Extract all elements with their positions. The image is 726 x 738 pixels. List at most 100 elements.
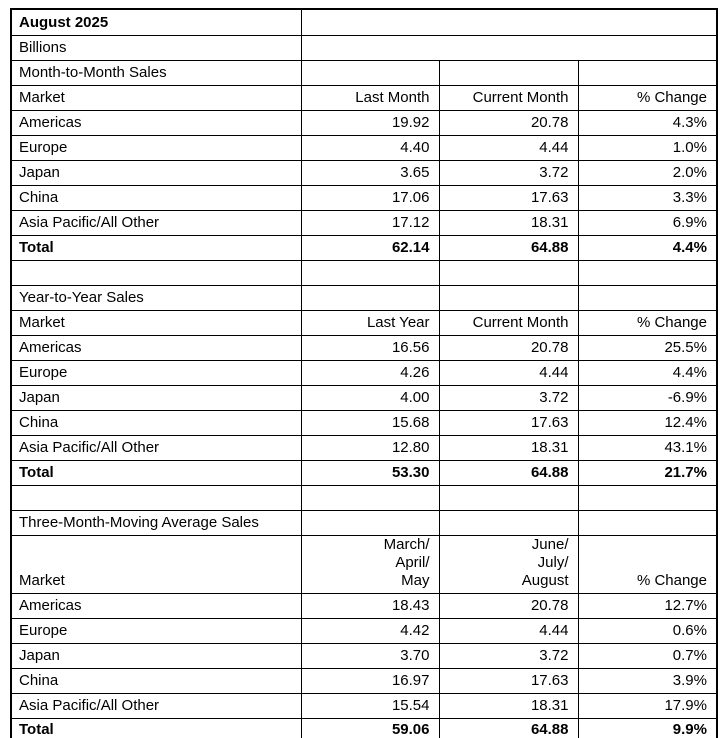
data-row: China 15.68 17.63 12.4% xyxy=(10,409,718,436)
cell-value-2: 18.31 xyxy=(438,434,579,461)
title-row: August 2025 xyxy=(10,8,718,36)
empty-cell xyxy=(10,259,302,286)
cell-value-1: 16.56 xyxy=(300,334,440,361)
units-label: Billions xyxy=(10,34,302,61)
col-header-period1: Last Year xyxy=(300,309,440,336)
cell-value-1: 3.70 xyxy=(300,642,440,669)
cell-pct-change: 12.7% xyxy=(577,592,718,619)
cell-market: Americas xyxy=(10,592,302,619)
data-row: China 16.97 17.63 3.9% xyxy=(10,667,718,694)
cell-value-2: 20.78 xyxy=(438,334,579,361)
cell-value-1: 4.40 xyxy=(300,134,440,161)
cell-market: Europe xyxy=(10,617,302,644)
column-header-row: Market Last Year Current Month % Change xyxy=(10,309,718,336)
cell-pct-change: 3.3% xyxy=(577,184,718,211)
cell-total-value-1: 53.30 xyxy=(300,459,440,486)
cell-value-1: 15.54 xyxy=(300,692,440,719)
col-header-pct-change: % Change xyxy=(577,309,718,336)
data-row: Asia Pacific/All Other 12.80 18.31 43.1% xyxy=(10,434,718,461)
cell-pct-change: 1.0% xyxy=(577,134,718,161)
empty-cell xyxy=(577,484,718,511)
spacer-row xyxy=(10,259,718,286)
data-row: Americas 16.56 20.78 25.5% xyxy=(10,334,718,361)
empty-cell xyxy=(438,259,579,286)
data-row: Japan 4.00 3.72 -6.9% xyxy=(10,384,718,411)
cell-value-1: 17.06 xyxy=(300,184,440,211)
data-row: Japan 3.70 3.72 0.7% xyxy=(10,642,718,669)
col-header-period1: Last Month xyxy=(300,84,440,111)
cell-pct-change: 0.6% xyxy=(577,617,718,644)
empty-cell xyxy=(10,484,302,511)
cell-market: Europe xyxy=(10,359,302,386)
empty-cell xyxy=(577,59,718,86)
col-header-market: Market xyxy=(10,534,302,594)
total-row: Total 59.06 64.88 9.9% xyxy=(10,717,718,738)
cell-value-1: 16.97 xyxy=(300,667,440,694)
data-row: China 17.06 17.63 3.3% xyxy=(10,184,718,211)
total-row: Total 62.14 64.88 4.4% xyxy=(10,234,718,261)
data-row: Asia Pacific/All Other 17.12 18.31 6.9% xyxy=(10,209,718,236)
cell-pct-change: 25.5% xyxy=(577,334,718,361)
cell-pct-change: 17.9% xyxy=(577,692,718,719)
data-row: Europe 4.26 4.44 4.4% xyxy=(10,359,718,386)
empty-cell xyxy=(438,509,579,536)
data-row: Europe 4.40 4.44 1.0% xyxy=(10,134,718,161)
units-row: Billions xyxy=(10,34,718,61)
section-title-row: Month-to-Month Sales xyxy=(10,59,718,86)
cell-market: China xyxy=(10,667,302,694)
cell-market: Americas xyxy=(10,109,302,136)
cell-value-2: 17.63 xyxy=(438,409,579,436)
cell-market: Americas xyxy=(10,334,302,361)
cell-value-2: 20.78 xyxy=(438,592,579,619)
empty-cell xyxy=(300,8,718,36)
report-title: August 2025 xyxy=(10,8,302,36)
cell-value-2: 3.72 xyxy=(438,159,579,186)
cell-total-value-2: 64.88 xyxy=(438,717,579,738)
cell-value-2: 18.31 xyxy=(438,692,579,719)
sales-report-table: August 2025 Billions Month-to-Month Sale… xyxy=(10,8,718,738)
cell-value-2: 18.31 xyxy=(438,209,579,236)
col-header-pct-change: % Change xyxy=(577,84,718,111)
cell-total-label: Total xyxy=(10,234,302,261)
cell-value-1: 4.26 xyxy=(300,359,440,386)
total-row: Total 53.30 64.88 21.7% xyxy=(10,459,718,486)
cell-market: Japan xyxy=(10,642,302,669)
cell-market: Japan xyxy=(10,384,302,411)
data-row: Japan 3.65 3.72 2.0% xyxy=(10,159,718,186)
empty-cell xyxy=(577,284,718,311)
col-header-period2: Current Month xyxy=(438,84,579,111)
data-row: Asia Pacific/All Other 15.54 18.31 17.9% xyxy=(10,692,718,719)
col-header-pct-change: % Change xyxy=(577,534,718,594)
cell-pct-change: 3.9% xyxy=(577,667,718,694)
cell-market: China xyxy=(10,409,302,436)
section-title-row: Three-Month-Moving Average Sales xyxy=(10,509,718,536)
cell-total-pct-change: 4.4% xyxy=(577,234,718,261)
cell-pct-change: 12.4% xyxy=(577,409,718,436)
col-header-market: Market xyxy=(10,309,302,336)
cell-total-value-2: 64.88 xyxy=(438,459,579,486)
cell-value-2: 17.63 xyxy=(438,667,579,694)
section-title: Month-to-Month Sales xyxy=(10,59,302,86)
cell-value-1: 12.80 xyxy=(300,434,440,461)
cell-value-2: 20.78 xyxy=(438,109,579,136)
empty-cell xyxy=(300,34,718,61)
cell-total-pct-change: 21.7% xyxy=(577,459,718,486)
cell-market: Asia Pacific/All Other xyxy=(10,209,302,236)
data-row: Europe 4.42 4.44 0.6% xyxy=(10,617,718,644)
col-header-market: Market xyxy=(10,84,302,111)
cell-value-1: 4.42 xyxy=(300,617,440,644)
column-header-row: Market Last Month Current Month % Change xyxy=(10,84,718,111)
empty-cell xyxy=(438,484,579,511)
cell-value-1: 3.65 xyxy=(300,159,440,186)
cell-pct-change: 0.7% xyxy=(577,642,718,669)
cell-value-2: 17.63 xyxy=(438,184,579,211)
cell-pct-change: -6.9% xyxy=(577,384,718,411)
cell-value-2: 4.44 xyxy=(438,617,579,644)
empty-cell xyxy=(300,259,440,286)
cell-value-2: 3.72 xyxy=(438,384,579,411)
col-header-period2: Current Month xyxy=(438,309,579,336)
empty-cell xyxy=(438,59,579,86)
data-row: Americas 19.92 20.78 4.3% xyxy=(10,109,718,136)
col-header-period1: March/ April/ May xyxy=(300,534,440,594)
cell-total-value-1: 62.14 xyxy=(300,234,440,261)
